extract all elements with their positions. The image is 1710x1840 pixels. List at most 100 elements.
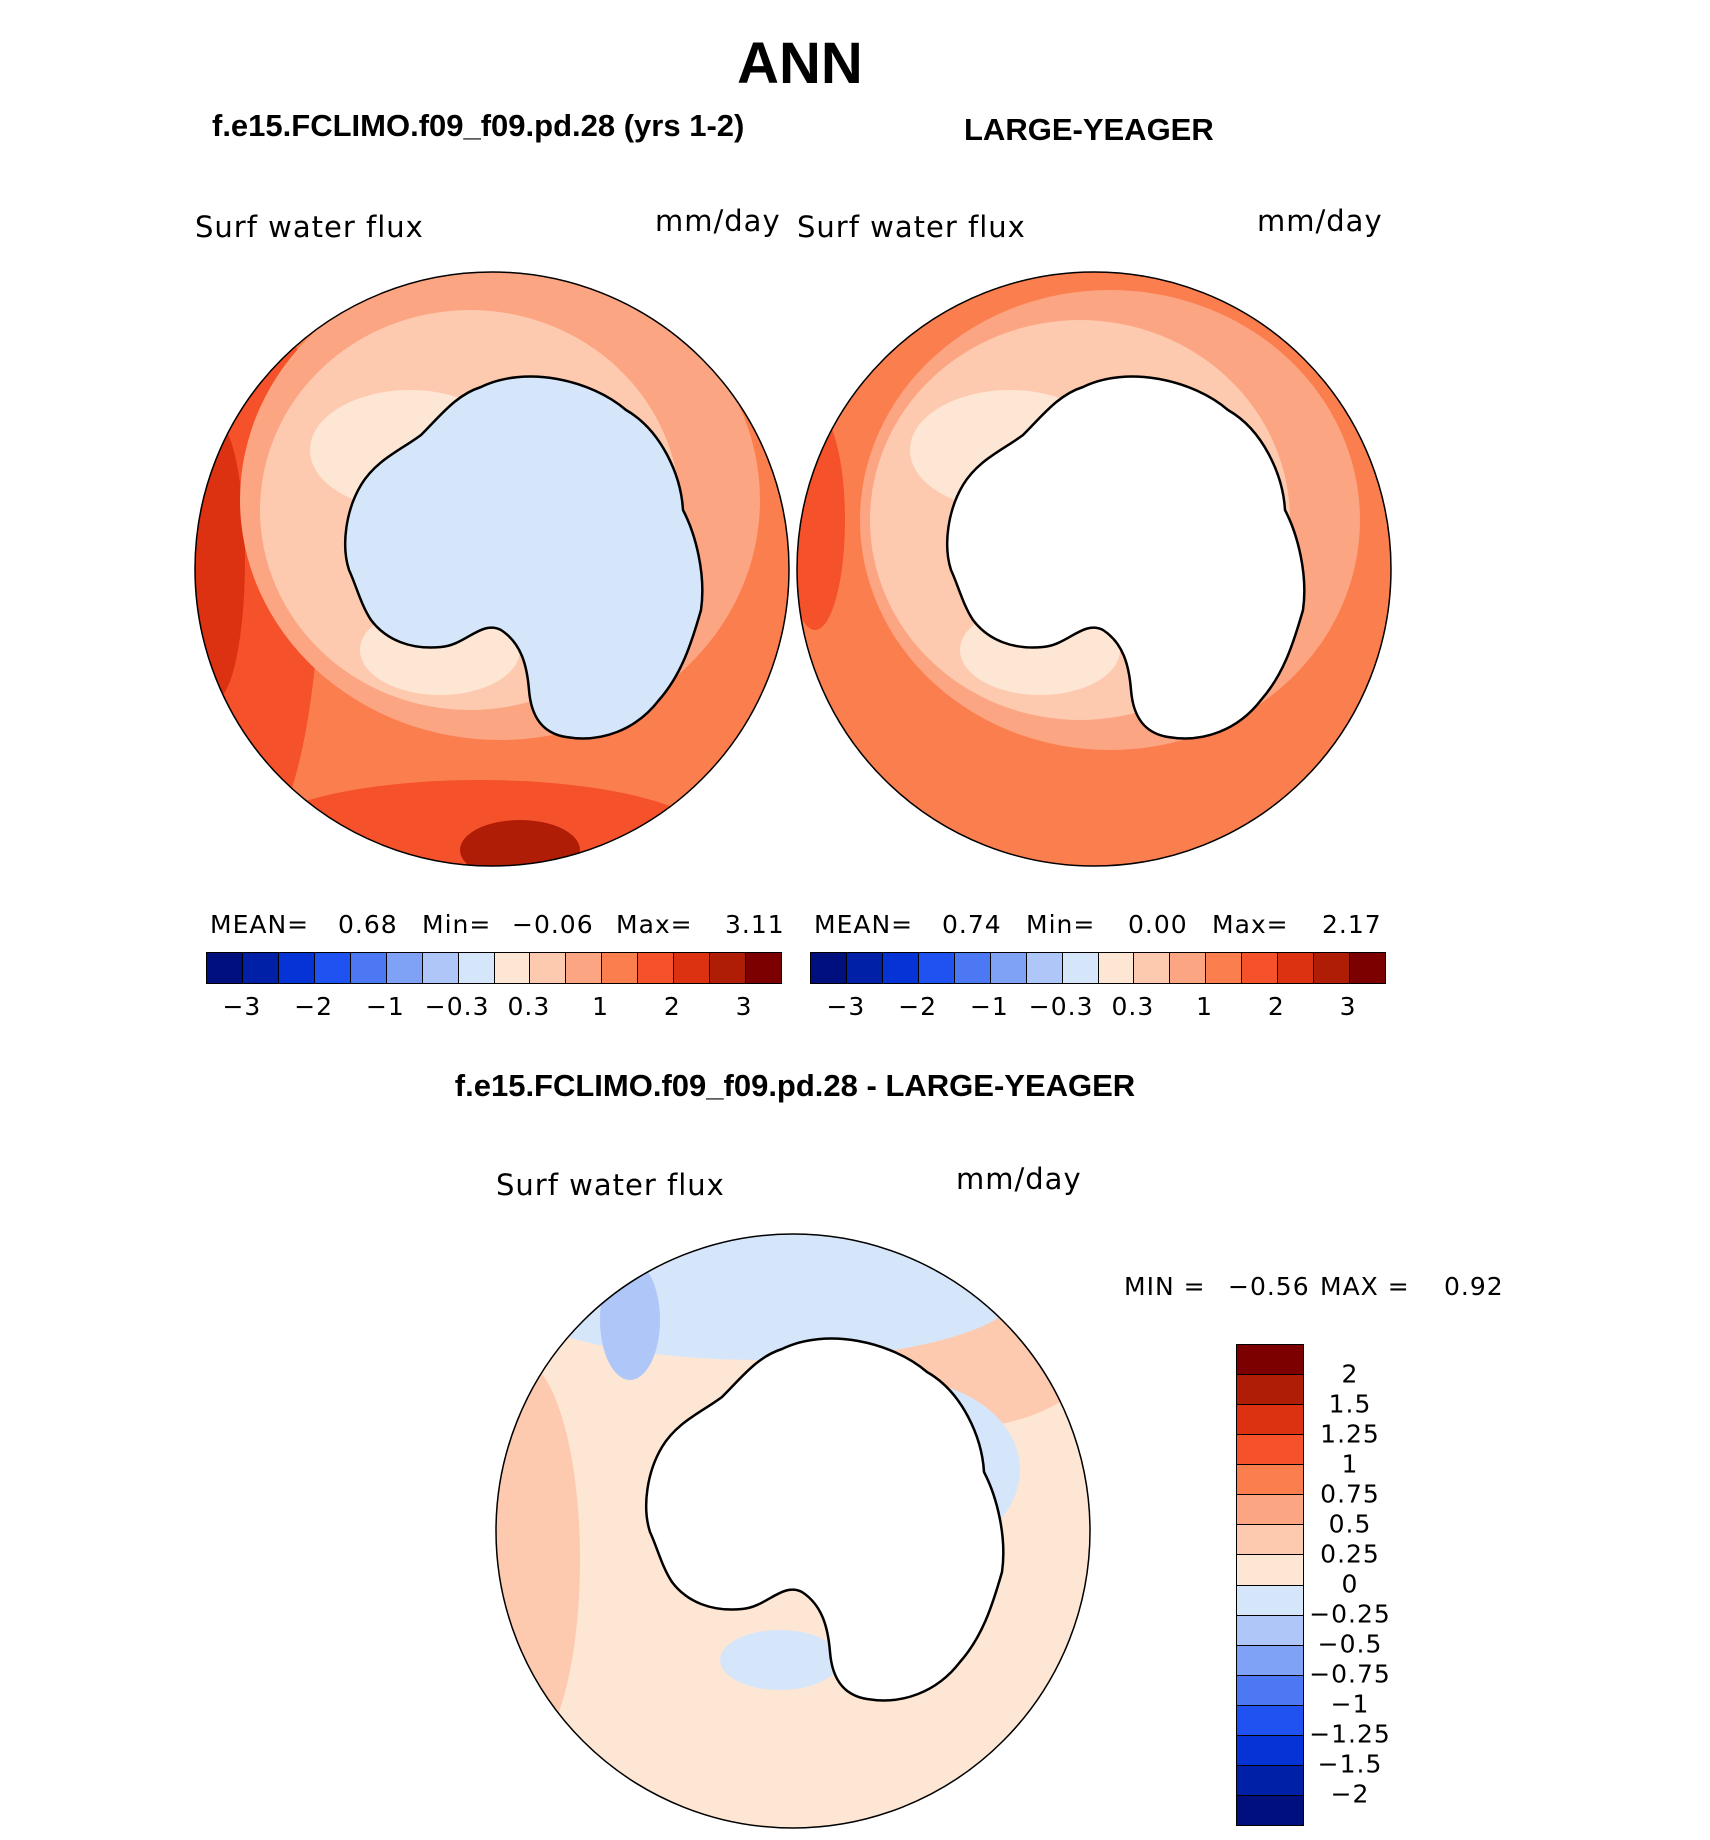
colorbar-swatch (602, 953, 639, 983)
colorbar-swatch (1062, 953, 1099, 983)
panel-2-variable: Surf water flux (797, 210, 1026, 244)
colorbar-tick-label: 3 (735, 992, 753, 1021)
panel-3-min: −0.56 (1228, 1272, 1310, 1301)
panel-2-units: mm/day (1257, 204, 1383, 238)
colorbar-swatch (530, 953, 567, 983)
colorbar-tick-label: −1.5 (1317, 1749, 1383, 1779)
colorbar-swatch (1237, 1675, 1303, 1706)
colorbar-swatch (458, 953, 495, 983)
colorbar-tick-label: −1 (1330, 1689, 1370, 1719)
colorbar-tick-label: −2 (1330, 1779, 1370, 1809)
colorbar-tick-label: 1 (1196, 992, 1214, 1021)
colorbar-swatch (1237, 1465, 1303, 1496)
panel-1-variable: Surf water flux (195, 210, 424, 244)
panel-2-mean: 0.74 (942, 910, 1002, 939)
panel-2-mean-label: MEAN= (814, 910, 914, 939)
colorbar-right (810, 952, 1386, 984)
colorbar-swatch (1098, 953, 1135, 983)
panel-1-min-label: Min= (422, 910, 492, 939)
panel-2-subtitle: LARGE-YEAGER (964, 112, 1214, 147)
panel-1-mean-label: MEAN= (210, 910, 310, 939)
colorbar-swatch (494, 953, 531, 983)
colorbar-swatch (674, 953, 711, 983)
panel-1-units: mm/day (655, 204, 781, 238)
colorbar-swatch (207, 953, 243, 983)
colorbar-swatch (882, 953, 919, 983)
colorbar-swatch (1237, 1615, 1303, 1646)
colorbar-swatch (1237, 1705, 1303, 1736)
colorbar-tick-label: 2 (1341, 1359, 1359, 1389)
colorbar-tick-label: −3 (222, 992, 262, 1021)
colorbar-swatch (1026, 953, 1063, 983)
colorbar-swatch (1237, 1525, 1303, 1556)
colorbar-swatch (1237, 1405, 1303, 1436)
colorbar-tick-label: −0.5 (1317, 1629, 1383, 1659)
colorbar-swatch (386, 953, 423, 983)
colorbar-swatch (1242, 953, 1279, 983)
colorbar-swatch (638, 953, 675, 983)
colorbar-swatch (1314, 953, 1351, 983)
colorbar-swatch (1237, 1375, 1303, 1406)
colorbar-tick-label: −1 (969, 992, 1009, 1021)
panel-1-mean: 0.68 (338, 910, 398, 939)
panel-1-map (194, 271, 790, 867)
colorbar-swatch (278, 953, 315, 983)
colorbar-difference (1236, 1344, 1304, 1826)
colorbar-tick-label: 0.5 (1328, 1509, 1372, 1539)
colorbar-swatch (1237, 1795, 1303, 1825)
colorbar-swatch (1134, 953, 1171, 983)
panel-3-min-label: MIN = (1124, 1272, 1206, 1301)
colorbar-tick-label: 0.3 (1111, 992, 1155, 1021)
colorbar-swatch (811, 953, 847, 983)
colorbar-swatch (1237, 1735, 1303, 1766)
panel-3-variable: Surf water flux (496, 1168, 725, 1202)
panel-3-subtitle: f.e15.FCLIMO.f09_f09.pd.28 - LARGE-YEAGE… (454, 1068, 1136, 1103)
colorbar-swatch (746, 953, 781, 983)
colorbar-tick-label: −0.25 (1309, 1599, 1391, 1629)
colorbar-swatch (710, 953, 747, 983)
panel-2-min: 0.00 (1128, 910, 1188, 939)
colorbar-tick-label: −2 (294, 992, 334, 1021)
panel-2-max-label: Max= (1212, 910, 1289, 939)
panel-3-max: 0.92 (1444, 1272, 1504, 1301)
panel-1-max: 3.11 (725, 910, 785, 939)
colorbar-swatch (1237, 1555, 1303, 1586)
colorbar-tick-label: 1.5 (1328, 1389, 1372, 1419)
colorbar-tick-label: 1 (592, 992, 610, 1021)
panel-1-max-label: Max= (616, 910, 693, 939)
panel-2-map (796, 271, 1392, 867)
colorbar-swatch (918, 953, 955, 983)
colorbar-swatch (1237, 1345, 1303, 1376)
colorbar-tick-label: 0.3 (507, 992, 551, 1021)
colorbar-tick-label: 3 (1339, 992, 1357, 1021)
colorbar-tick-label: 0.75 (1320, 1479, 1380, 1509)
colorbar-tick-label: −3 (826, 992, 866, 1021)
panel-3-map (495, 1233, 1091, 1829)
colorbar-swatch (566, 953, 603, 983)
colorbar-tick-label: −1.25 (1309, 1719, 1391, 1749)
panel-2-min-label: Min= (1026, 910, 1096, 939)
colorbar-swatch (1237, 1765, 1303, 1796)
colorbar-tick-label: 2 (663, 992, 681, 1021)
colorbar-swatch (1278, 953, 1315, 983)
colorbar-tick-label: 2 (1267, 992, 1285, 1021)
panel-3-max-label: MAX = (1320, 1272, 1410, 1301)
colorbar-swatch (350, 953, 387, 983)
panel-3-units: mm/day (956, 1162, 1082, 1196)
colorbar-swatch (990, 953, 1027, 983)
page-title: ANN (737, 31, 863, 96)
colorbar-swatch (846, 953, 883, 983)
colorbar-tick-label: 0 (1341, 1569, 1359, 1599)
colorbar-left (206, 952, 782, 984)
colorbar-swatch (1170, 953, 1207, 983)
colorbar-swatch (314, 953, 351, 983)
colorbar-swatch (954, 953, 991, 983)
colorbar-tick-label: 0.25 (1320, 1539, 1380, 1569)
colorbar-tick-label: 1 (1341, 1449, 1359, 1479)
colorbar-tick-label: −0.3 (424, 992, 490, 1021)
panel-1-min: −0.06 (512, 910, 594, 939)
colorbar-swatch (1350, 953, 1385, 983)
colorbar-tick-label: −2 (898, 992, 938, 1021)
colorbar-swatch (422, 953, 459, 983)
